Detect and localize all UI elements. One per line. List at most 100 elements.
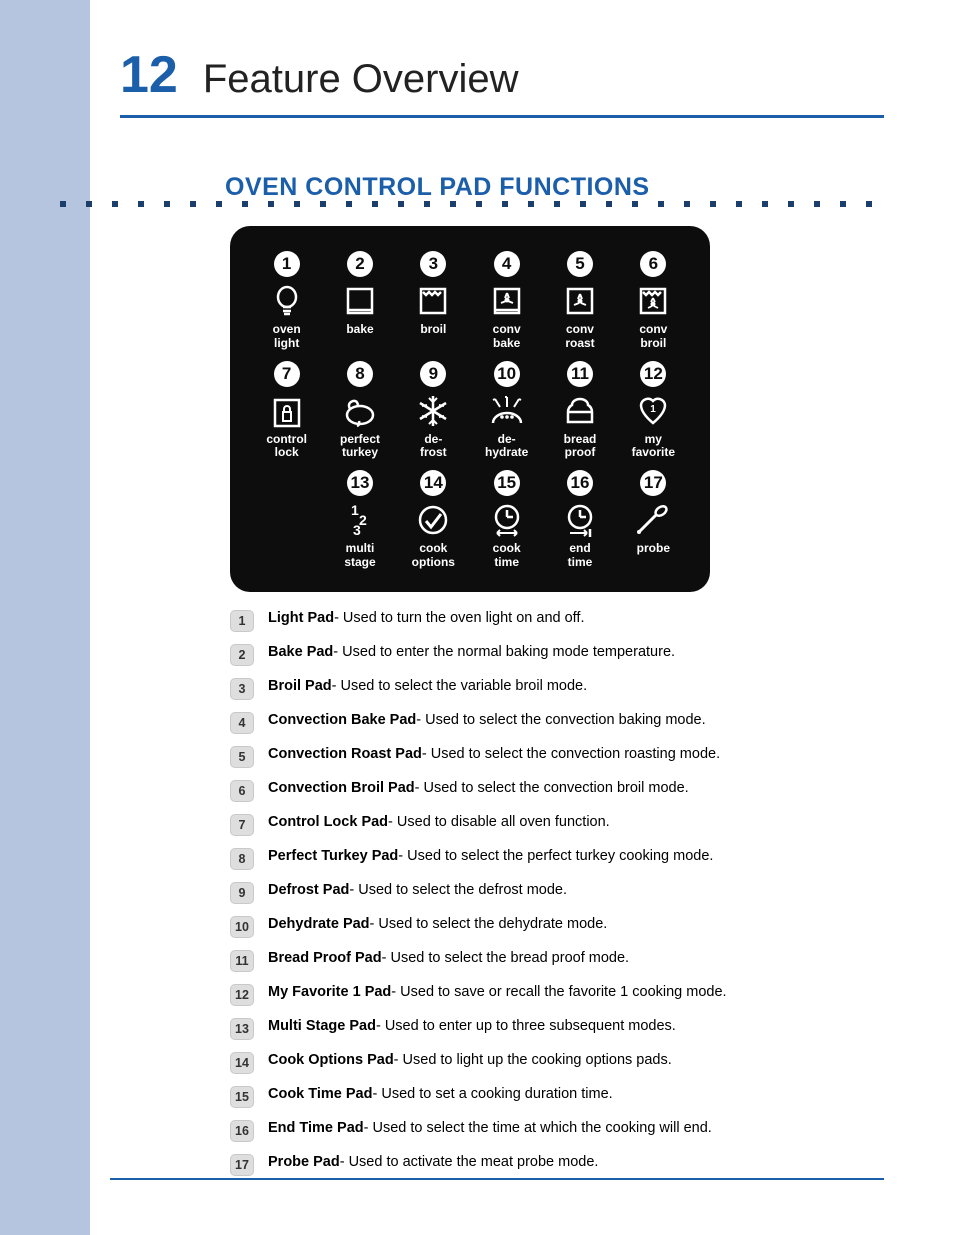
pad-cell: 10de- hydrate <box>470 361 543 461</box>
definition-text: Convection Bake Pad- Used to select the … <box>268 712 706 728</box>
bread-icon <box>563 393 597 429</box>
definition-number: 15 <box>230 1086 254 1108</box>
definition-desc: - Used to set a cooking duration time. <box>372 1086 612 1102</box>
pad-number: 9 <box>420 361 446 387</box>
defrost-icon <box>417 393 449 429</box>
cookopt-icon <box>417 502 449 538</box>
definition-text: Cook Options Pad- Used to light up the c… <box>268 1052 672 1068</box>
definition-desc: - Used to select the dehydrate mode. <box>370 916 608 932</box>
pad-cell: 16end time <box>543 470 616 570</box>
pad-label: probe <box>637 542 670 556</box>
definition-text: Light Pad- Used to turn the oven light o… <box>268 610 585 626</box>
pad-label: bread proof <box>564 433 597 461</box>
pad-number: 1 <box>274 251 300 277</box>
definition-name: Bake Pad <box>268 644 333 660</box>
pad-label: conv broil <box>639 323 667 351</box>
dotted-divider <box>120 194 884 214</box>
pad-cell: 11bread proof <box>543 361 616 461</box>
pad-label: oven light <box>273 323 301 351</box>
definition-text: Convection Roast Pad- Used to select the… <box>268 746 720 762</box>
definition-text: My Favorite 1 Pad- Used to save or recal… <box>268 984 727 1000</box>
definition-text: End Time Pad- Used to select the time at… <box>268 1120 712 1136</box>
definition-row: 11 Bread Proof Pad- Used to select the br… <box>230 950 884 972</box>
pad-label: de- hydrate <box>485 433 528 461</box>
definition-row: 4 Convection Bake Pad- Used to select the… <box>230 712 884 734</box>
pad-cell: 8 perfect turkey <box>323 361 396 461</box>
definition-desc: - Used to select the perfect turkey cook… <box>398 848 713 864</box>
definition-name: Convection Bake Pad <box>268 712 416 728</box>
definition-row: 5 Convection Roast Pad- Used to select th… <box>230 746 884 768</box>
convroast-icon <box>564 283 596 319</box>
definition-number: 16 <box>230 1120 254 1142</box>
definition-number: 4 <box>230 712 254 734</box>
definition-desc: - Used to select the convection roasting… <box>422 746 720 762</box>
pad-label: conv bake <box>493 323 521 351</box>
definition-desc: - Used to select the bread proof mode. <box>382 950 629 966</box>
pad-number: 4 <box>494 251 520 277</box>
definition-name: End Time Pad <box>268 1120 364 1136</box>
pad-label: control lock <box>266 433 307 461</box>
definition-name: Broil Pad <box>268 678 332 694</box>
definition-name: Light Pad <box>268 610 334 626</box>
definition-number: 2 <box>230 644 254 666</box>
definition-name: Probe Pad <box>268 1154 340 1170</box>
control-pad-panel: 1oven light2bake3broil4conv bake5conv ro… <box>230 226 710 592</box>
definition-name: Perfect Turkey Pad <box>268 848 398 864</box>
pad-number: 6 <box>640 251 666 277</box>
fav-icon: 1 <box>636 393 670 429</box>
definition-number: 3 <box>230 678 254 700</box>
pad-number: 15 <box>494 470 520 496</box>
definition-desc: - Used to select the variable broil mode… <box>332 678 588 694</box>
header-rule <box>120 115 884 118</box>
definition-text: Bread Proof Pad- Used to select the brea… <box>268 950 629 966</box>
lock-icon <box>271 393 303 429</box>
definition-text: Control Lock Pad- Used to disable all ov… <box>268 814 610 830</box>
broil-icon <box>417 283 449 319</box>
pad-number: 7 <box>274 361 300 387</box>
definition-name: Convection Roast Pad <box>268 746 422 762</box>
definition-desc: - Used to select the convection baking m… <box>416 712 705 728</box>
pad-cell: 1 oven light <box>250 251 323 351</box>
definition-list: 1Light Pad- Used to turn the oven light … <box>230 610 884 1176</box>
definition-desc: - Used to save or recall the favorite 1 … <box>391 984 726 1000</box>
definition-name: My Favorite 1 Pad <box>268 984 391 1000</box>
pad-number: 8 <box>347 361 373 387</box>
definition-desc: - Used to select the convection broil mo… <box>415 780 689 796</box>
definition-desc: - Used to select the time at which the c… <box>364 1120 712 1136</box>
definition-desc: - Used to light up the cooking options p… <box>394 1052 672 1068</box>
definition-row: 14 Cook Options Pad- Used to light up the… <box>230 1052 884 1074</box>
pad-number: 17 <box>640 470 666 496</box>
page-title: Feature Overview <box>203 57 519 102</box>
pad-cell: 2bake <box>323 251 396 351</box>
pad-cell: 17 probe <box>617 470 690 570</box>
convbake-icon <box>491 283 523 319</box>
pad-number: 5 <box>567 251 593 277</box>
definition-name: Cook Time Pad <box>268 1086 372 1102</box>
definition-row: 10Dehydrate Pad- Used to select the dehy… <box>230 916 884 938</box>
definition-text: Bake Pad- Used to enter the normal bakin… <box>268 644 675 660</box>
endtime-icon <box>564 502 596 538</box>
definition-row: 9Defrost Pad- Used to select the defrost… <box>230 882 884 904</box>
definition-name: Dehydrate Pad <box>268 916 370 932</box>
dehydrate-icon <box>490 393 524 429</box>
pad-label: cook time <box>493 542 521 570</box>
pad-cell: 15 cook time <box>470 470 543 570</box>
pad-number: 13 <box>347 470 373 496</box>
definition-name: Defrost Pad <box>268 882 349 898</box>
definition-number: 14 <box>230 1052 254 1074</box>
definition-row: 3 Broil Pad- Used to select the variable … <box>230 678 884 700</box>
pad-number: 2 <box>347 251 373 277</box>
pad-cell: 4 conv bake <box>470 251 543 351</box>
definition-number: 13 <box>230 1018 254 1040</box>
definition-number: 6 <box>230 780 254 802</box>
definition-name: Multi Stage Pad <box>268 1018 376 1034</box>
definition-number: 5 <box>230 746 254 768</box>
definition-row: 13Multi Stage Pad- Used to enter up to t… <box>230 1018 884 1040</box>
definition-row: 16 End Time Pad- Used to select the time … <box>230 1120 884 1142</box>
pad-number: 16 <box>567 470 593 496</box>
footer-rule <box>110 1178 884 1180</box>
pad-cell: 7 control lock <box>250 361 323 461</box>
definition-number: 11 <box>230 950 254 972</box>
header: 12 Feature Overview <box>120 45 884 105</box>
pad-label: perfect turkey <box>340 433 380 461</box>
